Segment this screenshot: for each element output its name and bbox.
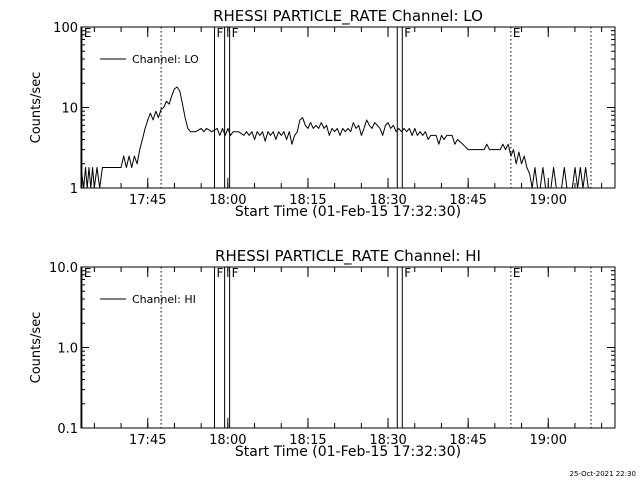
x-tick-label: 17:45 [129,433,166,448]
x-tick-label: 18:45 [449,193,486,208]
marker-label: F [232,266,239,280]
x-tick-label: 18:15 [289,193,326,208]
marker-label: E [513,266,521,280]
y-tick-label: 10 [61,102,78,117]
y-tick-label: 1 [70,182,78,197]
generation-timestamp: 25-Oct-2021 22:30 [570,470,636,478]
chart-title: RHESSI PARTICLE_RATE Channel: HI [215,247,481,266]
y-tick-label: 1.0 [57,342,78,357]
legend-label: Channel: LO [132,53,199,66]
x-tick-label: 18:45 [449,433,486,448]
x-tick-label: 18:30 [369,193,406,208]
lo-channel-panel: RHESSI PARTICLE_RATE Channel: LO Start Ti… [29,7,616,220]
x-tick-label: 18:00 [209,193,246,208]
x-axis-label: Start Time (01-Feb-15 17:32:30) [235,444,461,460]
series-line [80,86,589,189]
marker-label: F [217,26,224,40]
marker-label: F [404,266,411,280]
x-axis-label: Start Time (01-Feb-15 17:32:30) [235,204,461,220]
x-tick-label: 18:15 [289,433,326,448]
chart-title: RHESSI PARTICLE_RATE Channel: LO [213,7,483,26]
legend-label: Channel: HI [132,293,196,306]
y-tick-label: 100 [53,21,78,36]
y-tick-label: 0.1 [57,422,78,437]
marker-label: F [404,26,411,40]
y-axis-label: Counts/sec [29,312,44,384]
x-tick-label: 18:30 [369,433,406,448]
x-tick-label: 19:00 [530,193,567,208]
x-tick-label: 18:00 [209,433,246,448]
marker-label: F [217,266,224,280]
hi-channel-panel: RHESSI PARTICLE_RATE Channel: HI Start Ti… [29,247,616,460]
marker-label: F [232,26,239,40]
marker-label: E [84,266,92,280]
x-tick-label: 19:00 [530,433,567,448]
marker-label: E [84,26,92,40]
x-tick-label: 17:45 [129,193,166,208]
y-tick-label: 10.0 [49,261,78,276]
y-axis-label: Counts/sec [29,72,44,144]
marker-label: E [513,26,521,40]
